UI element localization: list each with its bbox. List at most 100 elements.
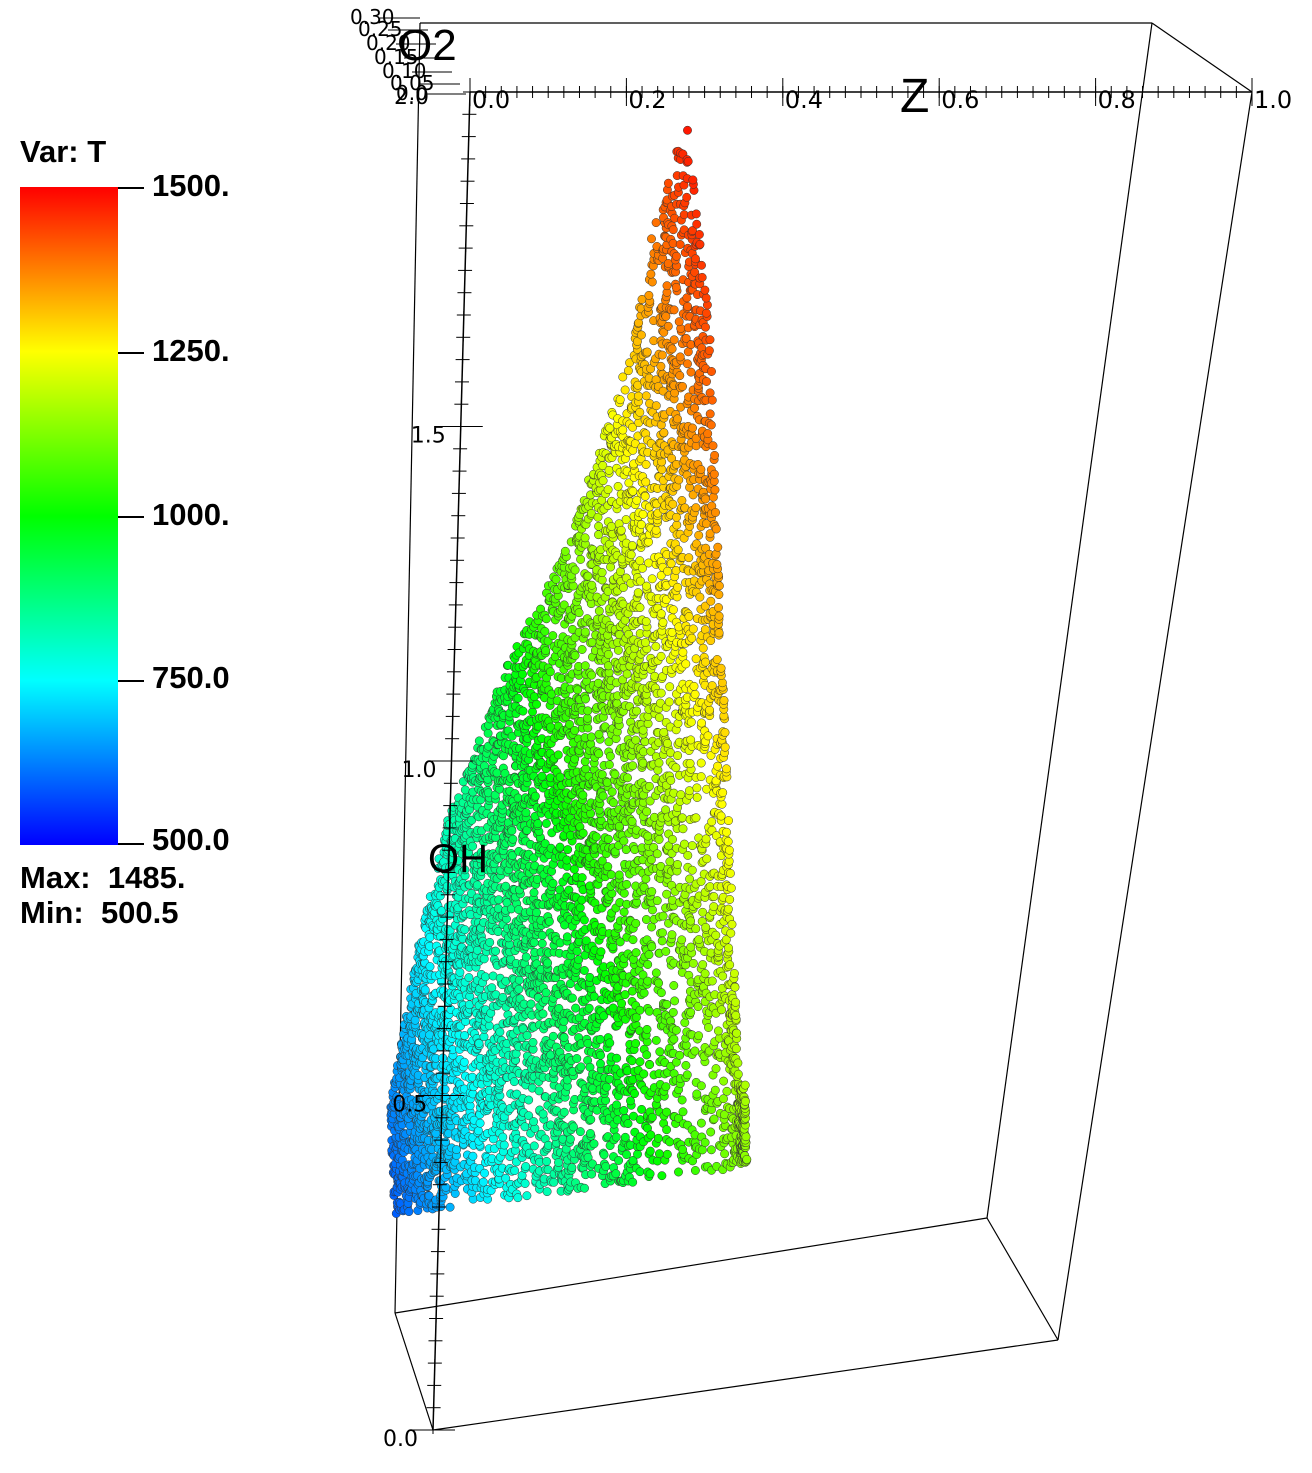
data-point bbox=[529, 692, 539, 702]
data-point bbox=[570, 726, 580, 735]
data-point bbox=[725, 960, 735, 970]
data-point bbox=[741, 1096, 750, 1106]
data-point bbox=[595, 1034, 605, 1044]
data-point bbox=[687, 865, 697, 875]
data-point bbox=[693, 1002, 703, 1012]
bounding-box bbox=[394, 22, 1253, 1431]
data-point bbox=[691, 813, 701, 823]
data-point bbox=[546, 1120, 556, 1130]
data-point bbox=[562, 855, 572, 865]
data-point bbox=[690, 1166, 700, 1175]
data-point bbox=[651, 968, 661, 978]
data-point bbox=[577, 873, 587, 883]
data-point bbox=[612, 1100, 622, 1110]
data-point bbox=[697, 1145, 707, 1155]
data-point bbox=[643, 719, 653, 729]
data-point bbox=[611, 1132, 621, 1142]
data-point bbox=[678, 1107, 688, 1117]
data-point bbox=[727, 919, 737, 929]
colorbar-tick bbox=[118, 680, 144, 682]
data-point bbox=[445, 1202, 455, 1212]
data-point bbox=[583, 713, 592, 723]
data-point bbox=[591, 832, 601, 842]
data-point bbox=[691, 924, 701, 934]
data-point bbox=[641, 617, 651, 626]
data-point bbox=[707, 976, 717, 986]
data-point bbox=[598, 476, 608, 486]
data-point bbox=[732, 1028, 742, 1038]
data-point bbox=[580, 1183, 589, 1193]
data-point bbox=[553, 750, 563, 760]
colorbar-title: Var: T bbox=[20, 134, 107, 169]
data-point bbox=[730, 982, 740, 992]
data-point bbox=[579, 966, 589, 975]
data-point bbox=[628, 935, 638, 945]
data-point bbox=[599, 1150, 609, 1160]
data-point bbox=[575, 903, 585, 913]
data-point bbox=[460, 785, 470, 795]
data-point bbox=[585, 1129, 595, 1138]
data-point bbox=[679, 839, 689, 849]
data-point bbox=[647, 942, 657, 952]
data-point bbox=[631, 918, 641, 928]
data-point bbox=[498, 992, 508, 1002]
data-point bbox=[645, 1169, 655, 1179]
data-point bbox=[635, 1005, 645, 1015]
data-point bbox=[665, 682, 675, 692]
data-point bbox=[562, 932, 572, 942]
data-point bbox=[513, 693, 523, 703]
data-point bbox=[635, 603, 645, 613]
data-point bbox=[646, 1130, 656, 1140]
data-point bbox=[645, 1146, 655, 1156]
data-point bbox=[529, 938, 539, 947]
data-point bbox=[742, 1154, 752, 1164]
data-point bbox=[493, 927, 503, 937]
data-point bbox=[404, 1207, 414, 1217]
data-point bbox=[491, 946, 501, 956]
data-point bbox=[673, 860, 682, 869]
data-point bbox=[555, 842, 565, 852]
data-point bbox=[677, 1095, 687, 1105]
data-point bbox=[537, 771, 547, 781]
data-point bbox=[594, 606, 604, 616]
colorbar-label: 1250. bbox=[152, 333, 230, 368]
data-point bbox=[731, 1044, 741, 1054]
data-point bbox=[568, 581, 578, 591]
data-point bbox=[694, 935, 704, 945]
data-point bbox=[692, 1089, 702, 1099]
data-point bbox=[613, 645, 623, 655]
data-point bbox=[696, 1081, 706, 1091]
data-point bbox=[641, 915, 651, 924]
data-point bbox=[630, 845, 640, 855]
colorbar-label: 500.0 bbox=[152, 822, 230, 857]
data-point bbox=[578, 790, 588, 800]
data-point bbox=[597, 568, 607, 577]
data-point bbox=[603, 650, 613, 659]
data-point bbox=[718, 971, 728, 981]
data-point bbox=[731, 997, 741, 1007]
data-point bbox=[658, 911, 668, 921]
data-point bbox=[622, 879, 632, 889]
data-point bbox=[640, 737, 650, 747]
data-point bbox=[680, 1018, 690, 1028]
data-point bbox=[657, 1171, 667, 1181]
data-point bbox=[684, 786, 694, 796]
data-point bbox=[574, 608, 584, 618]
data-point bbox=[704, 1023, 713, 1032]
data-point bbox=[666, 775, 676, 785]
data-point bbox=[567, 993, 577, 1003]
data-point bbox=[586, 732, 596, 742]
data-point bbox=[656, 988, 666, 998]
data-point bbox=[664, 697, 674, 707]
data-point bbox=[518, 669, 527, 679]
data-point bbox=[651, 1035, 661, 1045]
data-point bbox=[437, 906, 446, 916]
data-point bbox=[603, 485, 613, 495]
data-point bbox=[609, 798, 618, 808]
data-point bbox=[653, 1133, 663, 1143]
data-point bbox=[698, 960, 708, 970]
data-point bbox=[460, 925, 470, 935]
data-point bbox=[563, 845, 573, 855]
data-point bbox=[733, 1058, 743, 1068]
